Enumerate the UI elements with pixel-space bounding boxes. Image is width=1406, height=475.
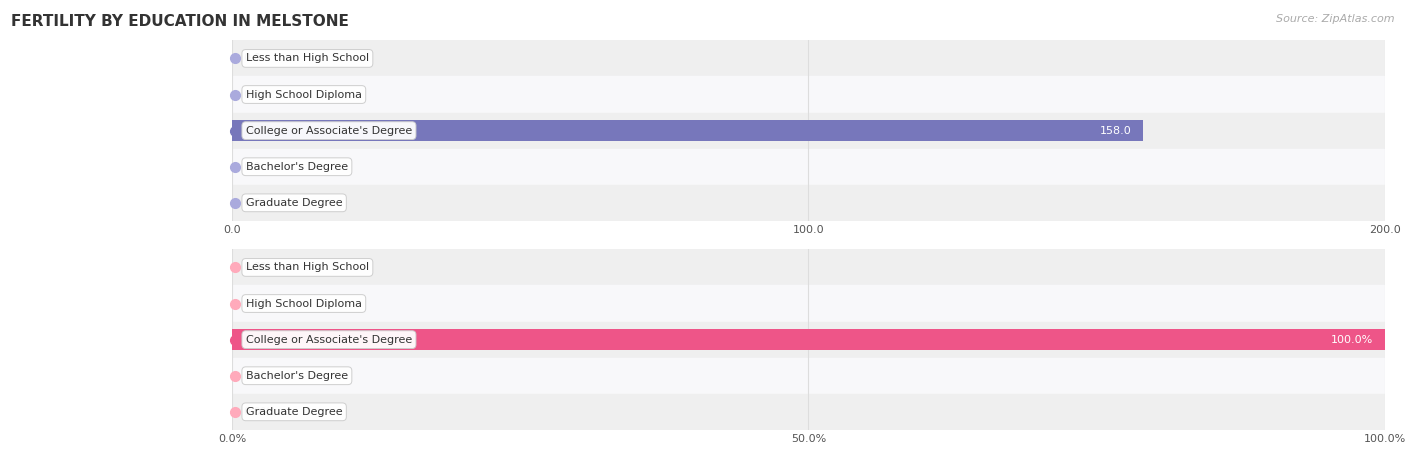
Bar <box>232 394 1385 430</box>
Bar <box>232 40 1385 76</box>
Text: 0.0%: 0.0% <box>243 407 271 417</box>
Bar <box>232 76 1385 113</box>
Text: 0.0%: 0.0% <box>243 262 271 273</box>
Text: Less than High School: Less than High School <box>246 262 368 273</box>
Text: 158.0: 158.0 <box>1099 125 1132 136</box>
Bar <box>232 322 1385 358</box>
Text: Less than High School: Less than High School <box>246 53 368 64</box>
Bar <box>232 285 1385 322</box>
Text: 0.0: 0.0 <box>243 162 262 172</box>
Text: 100.0%: 100.0% <box>1331 334 1374 345</box>
Bar <box>232 120 1143 142</box>
Text: FERTILITY BY EDUCATION IN MELSTONE: FERTILITY BY EDUCATION IN MELSTONE <box>11 14 349 29</box>
Text: Bachelor's Degree: Bachelor's Degree <box>246 370 347 381</box>
Bar <box>232 358 1385 394</box>
Text: 0.0%: 0.0% <box>243 370 271 381</box>
Text: College or Associate's Degree: College or Associate's Degree <box>246 334 412 345</box>
Text: 0.0: 0.0 <box>243 89 262 100</box>
Bar <box>232 113 1385 149</box>
Text: Source: ZipAtlas.com: Source: ZipAtlas.com <box>1277 14 1395 24</box>
Text: Graduate Degree: Graduate Degree <box>246 198 343 208</box>
Text: 0.0: 0.0 <box>243 198 262 208</box>
Text: Bachelor's Degree: Bachelor's Degree <box>246 162 347 172</box>
Text: High School Diploma: High School Diploma <box>246 89 361 100</box>
Text: 0.0: 0.0 <box>243 53 262 64</box>
Text: Graduate Degree: Graduate Degree <box>246 407 343 417</box>
Bar <box>232 249 1385 285</box>
Text: 0.0%: 0.0% <box>243 298 271 309</box>
Text: High School Diploma: High School Diploma <box>246 298 361 309</box>
Bar <box>232 149 1385 185</box>
Text: College or Associate's Degree: College or Associate's Degree <box>246 125 412 136</box>
Bar <box>232 185 1385 221</box>
Bar <box>232 329 1385 351</box>
